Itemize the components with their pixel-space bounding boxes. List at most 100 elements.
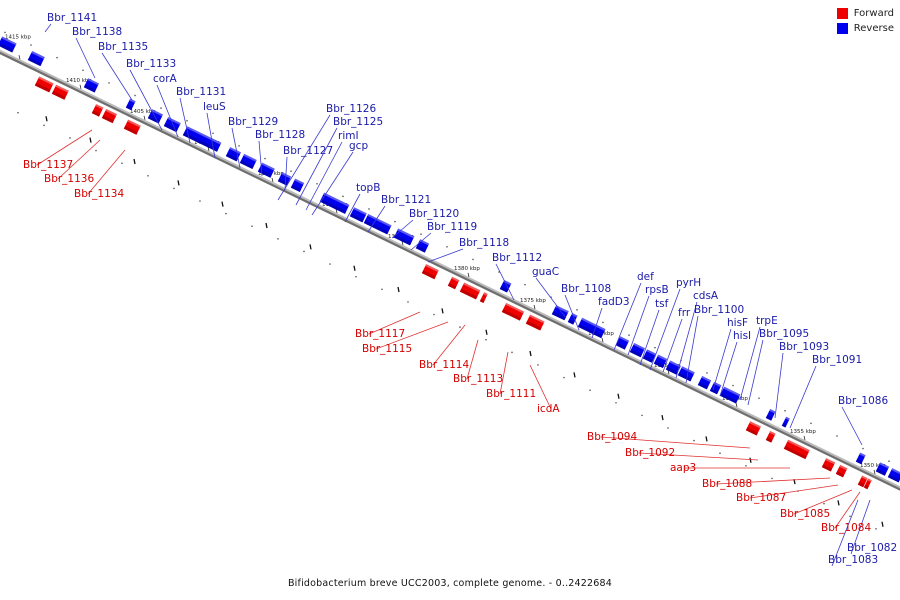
grid-dot xyxy=(407,301,409,303)
reverse-gene-label[interactable]: guaC xyxy=(532,266,559,278)
kbp-tick-label: 1380 kbp xyxy=(454,266,480,272)
grid-dot xyxy=(732,385,734,387)
forward-gene-label[interactable]: Bbr_1094 xyxy=(587,431,637,443)
gene-feature xyxy=(698,376,711,389)
reverse-gene-label[interactable]: Bbr_1091 xyxy=(812,354,862,366)
reverse-gene-label[interactable]: Bbr_1118 xyxy=(459,237,509,249)
reverse-gene-label[interactable]: Bbr_1119 xyxy=(427,221,477,233)
gene-feature xyxy=(102,109,117,123)
reverse-gene-label[interactable]: frr xyxy=(678,307,691,319)
gene-feature xyxy=(92,104,104,116)
gene-feature xyxy=(746,421,761,435)
forward-gene-label[interactable]: Bbr_1134 xyxy=(74,188,124,200)
sequence-backbone xyxy=(0,48,900,494)
grid-dot xyxy=(277,238,279,240)
forward-gene-label[interactable]: icdA xyxy=(537,403,560,415)
grid-dot xyxy=(108,82,110,84)
kbp-tick xyxy=(736,403,737,407)
gene-feature xyxy=(888,468,900,482)
forward-gene-label[interactable]: Bbr_1137 xyxy=(23,159,73,171)
reverse-gene-label[interactable]: pyrH xyxy=(676,277,701,289)
reverse-gene-label[interactable]: Bbr_1126 xyxy=(326,103,376,115)
reverse-gene-label[interactable]: Bbr_1131 xyxy=(176,86,226,98)
forward-gene-label[interactable]: Bbr_1113 xyxy=(453,373,503,385)
forward-gene-label[interactable]: Bbr_1136 xyxy=(44,173,94,185)
reverse-gene-label[interactable]: corA xyxy=(153,73,178,85)
gene-label-leader xyxy=(713,329,731,390)
reverse-gene-label[interactable]: hisI xyxy=(733,330,751,342)
grid-dot xyxy=(875,528,877,530)
reverse-gene-label[interactable]: Bbr_1108 xyxy=(561,283,611,295)
forward-gene-label[interactable]: Bbr_1117 xyxy=(355,328,405,340)
tick-mark xyxy=(442,308,443,313)
reverse-gene-label[interactable]: Bbr_1133 xyxy=(126,58,176,70)
forward-gene-label[interactable]: Bbr_1087 xyxy=(736,492,786,504)
reverse-gene-label[interactable]: tsf xyxy=(655,298,669,310)
reverse-gene-label[interactable]: Bbr_1093 xyxy=(779,341,829,353)
gene-feature xyxy=(766,409,776,421)
kbp-tick xyxy=(534,305,535,309)
reverse-gene-label[interactable]: Bbr_1086 xyxy=(838,395,888,407)
grid-dot xyxy=(17,112,19,114)
reverse-gene-label[interactable]: Bbr_1100 xyxy=(694,304,744,316)
tick-mark xyxy=(266,223,267,228)
kbp-tick-label: 1415 kbp xyxy=(5,34,31,40)
reverse-gene-label[interactable]: Bbr_1138 xyxy=(72,26,122,38)
reverse-gene-label[interactable]: topB xyxy=(356,182,380,194)
grid-dot xyxy=(472,259,474,261)
forward-gene-label[interactable]: aap3 xyxy=(670,462,696,474)
grid-dot xyxy=(342,196,344,198)
grid-dot xyxy=(290,170,292,172)
reverse-gene-label[interactable]: Bbr_1095 xyxy=(759,328,809,340)
reverse-gene-label[interactable]: hisF xyxy=(727,317,748,329)
forward-gene-label[interactable]: Bbr_1115 xyxy=(362,343,412,355)
reverse-gene-label[interactable]: Bbr_1129 xyxy=(228,116,278,128)
gene-feature xyxy=(52,85,69,100)
reverse-gene-label[interactable]: trpE xyxy=(756,315,778,327)
kbp-tick xyxy=(874,470,875,474)
reverse-gene-label[interactable]: Bbr_1121 xyxy=(381,194,431,206)
forward-gene-label[interactable]: Bbr_1085 xyxy=(780,508,830,520)
forward-gene-label[interactable]: Bbr_1092 xyxy=(625,447,675,459)
tick-mark xyxy=(486,330,487,335)
grid-dot xyxy=(537,364,539,366)
tick-mark xyxy=(530,351,531,356)
grid-dot xyxy=(745,465,747,467)
gene-feature xyxy=(226,147,241,161)
grid-dot xyxy=(147,175,149,177)
gene-feature xyxy=(616,336,629,349)
gene-feature xyxy=(350,207,367,222)
forward-gene-label[interactable]: Bbr_1088 xyxy=(702,478,752,490)
grid-dot xyxy=(667,427,669,429)
gene-label-leader xyxy=(232,128,240,168)
tick-mark xyxy=(882,522,883,527)
reverse-gene-label[interactable]: cdsA xyxy=(693,290,719,302)
kbp-tick xyxy=(804,436,805,440)
forward-gene-label[interactable]: Bbr_1114 xyxy=(419,359,469,371)
reverse-gene-label[interactable]: Bbr_1112 xyxy=(492,252,542,264)
forward-gene-label[interactable]: Bbr_1111 xyxy=(486,388,536,400)
gene-label-leader xyxy=(45,24,51,32)
tick-mark xyxy=(46,116,47,121)
grid-dot xyxy=(784,410,786,412)
gene-feature xyxy=(552,305,569,320)
grid-dot xyxy=(264,158,266,160)
reverse-gene-label[interactable]: leuS xyxy=(203,101,226,113)
forward-gene-label[interactable]: Bbr_1084 xyxy=(821,522,871,534)
reverse-gene-label[interactable]: Bbr_1128 xyxy=(255,129,305,141)
reverse-gene-label[interactable]: Bbr_1083 xyxy=(828,554,878,566)
kbp-tick-label: 1355 kbp xyxy=(790,429,816,435)
reverse-gene-label[interactable]: rpsB xyxy=(645,284,669,296)
reverse-gene-label[interactable]: def xyxy=(637,271,654,283)
reverse-gene-label[interactable]: fadD3 xyxy=(598,296,630,308)
reverse-gene-label[interactable]: Bbr_1120 xyxy=(409,208,459,220)
reverse-gene-label[interactable]: Bbr_1141 xyxy=(47,12,97,24)
grid-dot xyxy=(771,478,773,480)
reverse-gene-label[interactable]: Bbr_1135 xyxy=(98,41,148,53)
grid-dot xyxy=(836,435,838,437)
reverse-gene-label[interactable]: Bbr_1082 xyxy=(847,542,897,554)
grid-dot xyxy=(30,44,32,46)
gene-feature xyxy=(291,179,304,192)
reverse-gene-label[interactable]: Bbr_1125 xyxy=(333,116,383,128)
reverse-gene-label[interactable]: gcp xyxy=(349,140,368,152)
